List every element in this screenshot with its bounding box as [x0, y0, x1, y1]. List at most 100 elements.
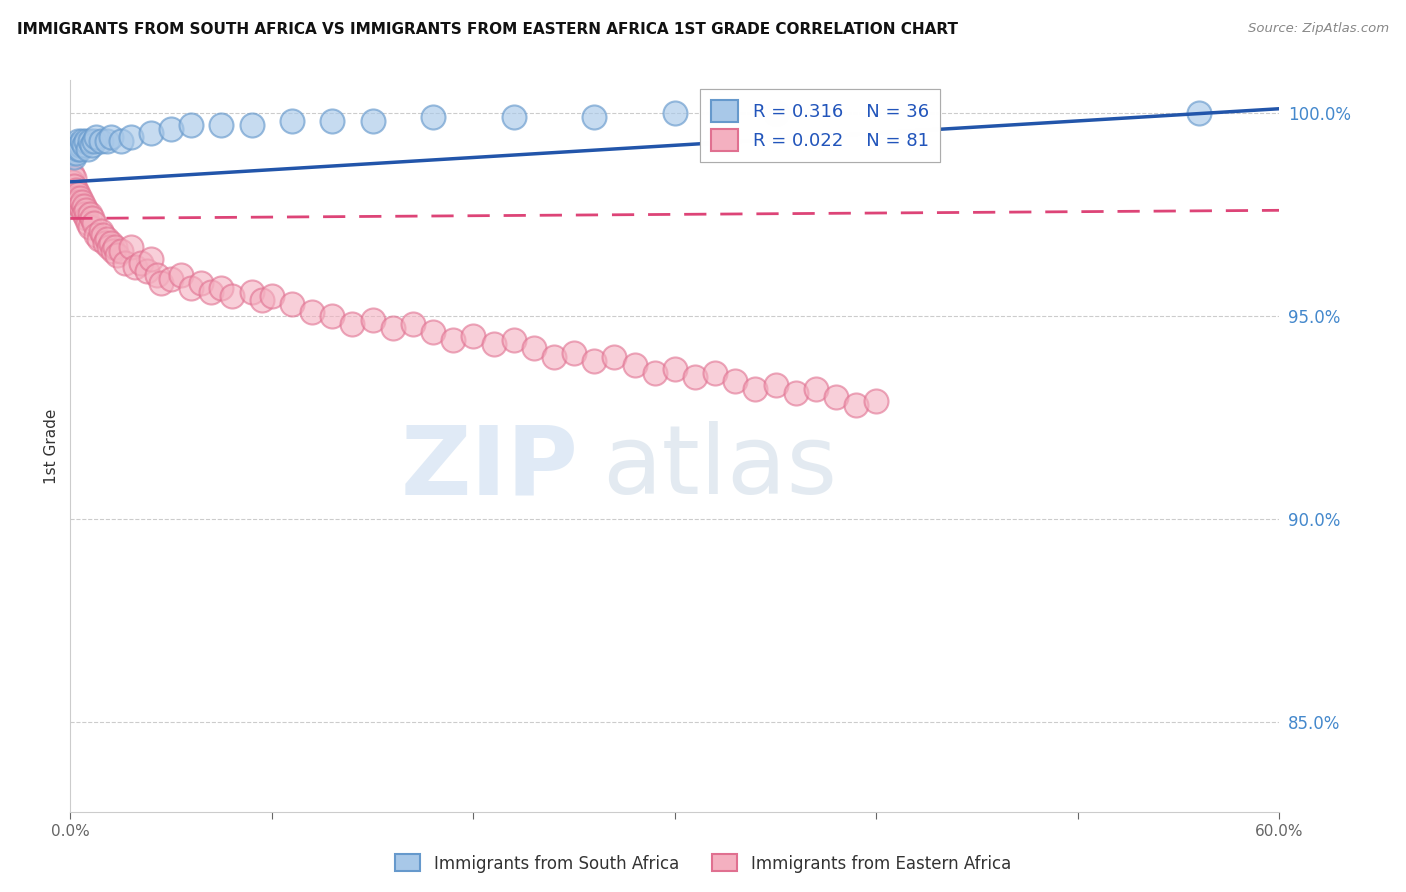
Point [96, 134, 118, 148]
Point [523, 342, 546, 356]
Point [250, 293, 273, 307]
Point [63, 151, 86, 165]
Point [104, 240, 127, 254]
Point [361, 114, 384, 128]
Point [72, 134, 94, 148]
Point [60, 175, 83, 189]
Point [139, 126, 162, 140]
Point [583, 110, 606, 124]
Point [441, 334, 464, 348]
Point [422, 325, 444, 339]
Point [170, 268, 193, 283]
Point [146, 268, 169, 283]
Point [381, 321, 404, 335]
Point [105, 248, 128, 262]
Point [342, 317, 364, 331]
Legend: R = 0.316    N = 36, R = 0.022    N = 81: R = 0.316 N = 36, R = 0.022 N = 81 [700, 89, 939, 162]
Point [83, 134, 105, 148]
Point [60, 167, 83, 181]
Point [75, 203, 97, 218]
Point [110, 134, 132, 148]
Point [90, 134, 111, 148]
Point [65, 191, 87, 205]
Point [79, 219, 101, 234]
Point [644, 366, 666, 380]
Point [785, 386, 807, 401]
Point [72, 195, 94, 210]
Point [96, 232, 118, 246]
Point [180, 280, 202, 294]
Point [765, 378, 787, 392]
Point [124, 260, 146, 275]
Point [865, 394, 887, 409]
Point [482, 337, 505, 351]
Point [77, 215, 100, 229]
Point [825, 390, 848, 404]
Point [361, 313, 384, 327]
Point [160, 122, 183, 136]
Point [200, 285, 222, 299]
Point [422, 110, 444, 124]
Point [180, 118, 202, 132]
Point [765, 105, 787, 120]
Point [120, 240, 142, 254]
Point [67, 134, 90, 148]
Point [704, 366, 727, 380]
Point [150, 277, 173, 291]
Point [69, 191, 91, 205]
Point [83, 215, 105, 229]
Point [67, 142, 90, 156]
Point [724, 374, 747, 388]
Point [135, 264, 157, 278]
Point [744, 382, 766, 396]
Point [75, 134, 97, 148]
Point [67, 195, 90, 210]
Point [562, 345, 585, 359]
Point [260, 288, 283, 302]
Point [190, 277, 212, 291]
Point [65, 183, 87, 197]
Point [100, 130, 122, 145]
Point [73, 138, 96, 153]
Point [1188, 105, 1211, 120]
Text: ZIP: ZIP [401, 421, 578, 515]
Point [75, 211, 97, 226]
Point [69, 142, 91, 156]
Point [845, 398, 868, 412]
Point [463, 329, 485, 343]
Point [69, 138, 91, 153]
Point [664, 105, 686, 120]
Point [63, 178, 86, 193]
Point [100, 235, 122, 250]
Point [120, 130, 142, 145]
Point [240, 118, 263, 132]
Point [240, 285, 263, 299]
Point [91, 227, 114, 242]
Point [86, 130, 108, 145]
Point [110, 244, 132, 258]
Point [211, 280, 233, 294]
Y-axis label: 1st Grade: 1st Grade [44, 409, 59, 483]
Point [502, 334, 524, 348]
Point [97, 240, 120, 254]
Point [73, 199, 96, 213]
Point [321, 309, 343, 323]
Point [139, 252, 162, 266]
Point [664, 361, 686, 376]
Point [79, 207, 101, 221]
Point [281, 114, 304, 128]
Point [301, 305, 323, 319]
Point [82, 211, 104, 226]
Point [79, 134, 101, 148]
Point [73, 207, 96, 221]
Point [583, 353, 606, 368]
Point [63, 170, 86, 185]
Point [321, 114, 343, 128]
Text: atlas: atlas [602, 421, 838, 515]
Point [93, 235, 115, 250]
Point [65, 138, 87, 153]
Point [502, 110, 524, 124]
Point [86, 227, 108, 242]
Point [603, 350, 626, 364]
Point [67, 187, 90, 202]
